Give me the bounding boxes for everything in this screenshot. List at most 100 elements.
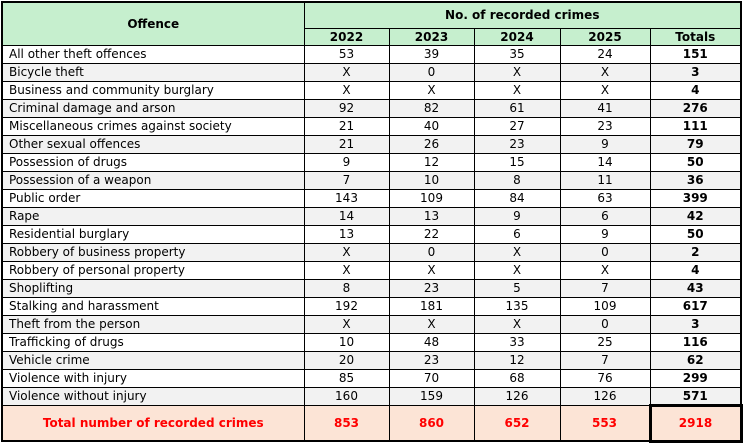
row-total-cell: 2 xyxy=(649,242,742,262)
value-cell: 12 xyxy=(473,350,561,370)
year-header-2025: 2025 xyxy=(559,27,651,46)
value-cell: 0 xyxy=(388,242,475,262)
table-row: Violence with injury 85 70 68 76 299 xyxy=(1,368,742,388)
value-cell: 23 xyxy=(473,134,561,154)
value-cell: 7 xyxy=(559,278,651,298)
value-cell: 159 xyxy=(388,386,475,406)
value-cell: 82 xyxy=(388,98,475,118)
value-cell: 143 xyxy=(303,188,390,208)
value-cell: 0 xyxy=(559,314,651,334)
offence-cell: Business and community burglary xyxy=(1,80,305,100)
offence-cell: Trafficking of drugs xyxy=(1,332,305,352)
value-cell: X xyxy=(388,260,475,280)
table-row: Trafficking of drugs 10 48 33 25 116 xyxy=(1,332,742,352)
table-row: Stalking and harassment 192 181 135 109 617 xyxy=(1,296,742,316)
recorded-crimes-table: Offence No. of recorded crimes 2022 2023 2… xyxy=(1,1,743,443)
value-cell: 35 xyxy=(473,44,561,64)
value-cell: 26 xyxy=(388,134,475,154)
value-cell: 40 xyxy=(388,116,475,136)
value-cell: 39 xyxy=(388,44,475,64)
value-cell: 10 xyxy=(303,332,390,352)
row-total-cell: 4 xyxy=(649,80,742,100)
row-total-cell: 36 xyxy=(649,170,742,190)
value-cell: X xyxy=(303,62,390,82)
value-cell: 76 xyxy=(559,368,651,388)
value-cell: 13 xyxy=(388,206,475,226)
row-total-cell: 151 xyxy=(649,44,742,64)
offence-cell: Rape xyxy=(1,206,305,226)
offence-column-header: Offence xyxy=(1,1,305,46)
value-cell: X xyxy=(559,80,651,100)
table-row: Theft from the person X X X 0 3 xyxy=(1,314,742,334)
value-cell: 0 xyxy=(559,242,651,262)
offence-cell: Other sexual offences xyxy=(1,134,305,154)
value-cell: 63 xyxy=(559,188,651,208)
year-header-2024: 2024 xyxy=(473,27,561,46)
value-cell: 7 xyxy=(303,170,390,190)
offence-cell: Criminal damage and arson xyxy=(1,98,305,118)
value-cell: 84 xyxy=(473,188,561,208)
offence-cell: Robbery of personal property xyxy=(1,260,305,280)
row-total-cell: 4 xyxy=(649,260,742,280)
footer-total-cell: 860 xyxy=(388,404,475,442)
year-header-2022: 2022 xyxy=(303,27,390,46)
value-cell: 68 xyxy=(473,368,561,388)
value-cell: 9 xyxy=(473,206,561,226)
value-cell: 160 xyxy=(303,386,390,406)
offence-cell: Public order xyxy=(1,188,305,208)
value-cell: X xyxy=(559,62,651,82)
row-total-cell: 3 xyxy=(649,62,742,82)
value-cell: 53 xyxy=(303,44,390,64)
value-cell: X xyxy=(303,314,390,334)
value-cell: 13 xyxy=(303,224,390,244)
value-cell: 21 xyxy=(303,134,390,154)
group-header: No. of recorded crimes xyxy=(303,1,742,29)
footer-total-cell: 652 xyxy=(473,404,561,442)
offence-cell: Residential burglary xyxy=(1,224,305,244)
table-row: Miscellaneous crimes against society 21 40… xyxy=(1,116,742,136)
row-total-cell: 276 xyxy=(649,98,742,118)
value-cell: 92 xyxy=(303,98,390,118)
value-cell: 126 xyxy=(559,386,651,406)
value-cell: 7 xyxy=(559,350,651,370)
grand-total-value: 2918 xyxy=(648,403,743,443)
value-cell: 9 xyxy=(559,224,651,244)
offence-cell: Stalking and harassment xyxy=(1,296,305,316)
offence-cell: Robbery of business property xyxy=(1,242,305,262)
value-cell: X xyxy=(473,62,561,82)
value-cell: 23 xyxy=(388,278,475,298)
value-cell: X xyxy=(303,242,390,262)
value-cell: 22 xyxy=(388,224,475,244)
year-header-row: 2022 2023 2024 2025 Totals xyxy=(2,27,742,46)
offence-cell: Theft from the person xyxy=(1,314,305,334)
table-row: Other sexual offences 21 26 23 9 79 xyxy=(1,134,742,154)
table-row: Rape 14 13 9 6 42 xyxy=(1,206,742,226)
table-row: Robbery of personal property X X X X 4 xyxy=(1,260,742,280)
table-row: Shoplifting 8 23 5 7 43 xyxy=(1,278,742,298)
row-total-cell: 42 xyxy=(649,206,742,226)
table-row: Bicycle theft X 0 X X 3 xyxy=(1,62,742,82)
row-total-cell: 299 xyxy=(649,368,742,388)
value-cell: 9 xyxy=(303,152,390,172)
offence-cell: Miscellaneous crimes against society xyxy=(1,116,305,136)
row-total-cell: 50 xyxy=(649,224,742,244)
value-cell: 135 xyxy=(473,296,561,316)
value-cell: X xyxy=(473,314,561,334)
value-cell: 20 xyxy=(303,350,390,370)
row-total-cell: 62 xyxy=(649,350,742,370)
table-row: Vehicle crime 20 23 12 7 62 xyxy=(1,350,742,370)
value-cell: 48 xyxy=(388,332,475,352)
value-cell: 12 xyxy=(388,152,475,172)
value-cell: 192 xyxy=(303,296,390,316)
row-total-cell: 3 xyxy=(649,314,742,334)
value-cell: X xyxy=(303,80,390,100)
row-total-cell: 43 xyxy=(649,278,742,298)
value-cell: X xyxy=(388,80,475,100)
value-cell: 25 xyxy=(559,332,651,352)
row-total-cell: 116 xyxy=(649,332,742,352)
table-row: Violence without injury 160 159 126 126 571 xyxy=(1,386,742,406)
year-header-2023: 2023 xyxy=(388,27,475,46)
value-cell: 109 xyxy=(388,188,475,208)
value-cell: 27 xyxy=(473,116,561,136)
table-row: Public order 143 109 84 63 399 xyxy=(1,188,742,208)
